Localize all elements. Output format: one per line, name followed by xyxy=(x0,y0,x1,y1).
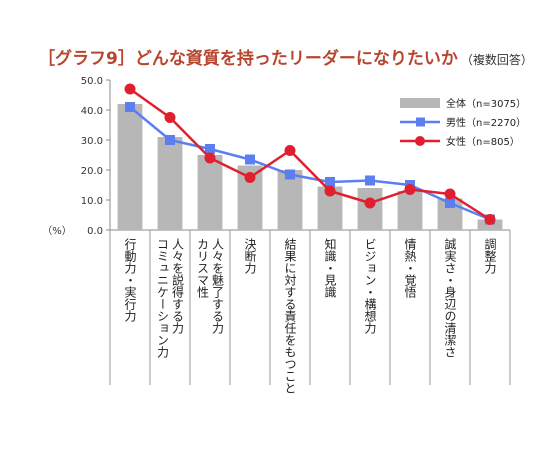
legend-label: 女性（n=805） xyxy=(446,135,520,148)
point-female xyxy=(204,152,216,164)
point-female xyxy=(124,83,136,95)
point-female xyxy=(284,145,296,156)
y-axis-label: （%） xyxy=(42,225,72,237)
bar-all xyxy=(277,170,303,230)
category-label: 情熱・覚悟 xyxy=(403,238,417,298)
series-line-female xyxy=(129,87,491,221)
point-male xyxy=(325,177,335,187)
category-label: 決断力 xyxy=(243,238,257,275)
point-female xyxy=(364,197,376,209)
category-label: 知識・見識 xyxy=(323,238,337,299)
category-label: 人々を魅了する力 xyxy=(211,238,225,335)
y-tick-label: 40.0 xyxy=(81,106,103,117)
point-male xyxy=(245,154,255,165)
y-tick-label: 10.0 xyxy=(81,196,103,207)
point-female xyxy=(244,172,256,183)
chart-title: ［グラフ9］どんな資質を持ったリーダーになりたいか xyxy=(38,49,458,69)
point-male xyxy=(205,144,215,154)
category-label: 結果に対する責任をもつこと xyxy=(283,238,297,394)
y-tick-label: 0.0 xyxy=(87,226,103,237)
point-male xyxy=(445,198,455,208)
legend-marker-male xyxy=(416,117,425,127)
category-label: 人々を説得する力 xyxy=(171,238,185,335)
point-female xyxy=(484,214,496,225)
category-label: ビジョン・構想力 xyxy=(363,238,377,335)
category-label: コミュニケーション力 xyxy=(156,238,170,359)
point-male xyxy=(285,169,295,180)
bar-all xyxy=(197,155,223,230)
point-male xyxy=(165,135,175,145)
chart-subtitle: （複数回答） xyxy=(460,53,533,67)
point-female xyxy=(444,188,456,200)
legend-swatch-all xyxy=(400,98,440,108)
chart-title-block: ［グラフ9］どんな資質を持ったリーダーになりたいか （複数回答） xyxy=(38,44,533,69)
series-line-male xyxy=(129,106,491,221)
bar-all xyxy=(397,191,423,230)
bar-all xyxy=(357,188,383,230)
legend-marker-female xyxy=(415,136,425,146)
point-male xyxy=(365,175,375,186)
point-male xyxy=(125,102,135,112)
bar-all xyxy=(157,137,183,230)
y-tick-label: 50.0 xyxy=(81,76,103,87)
category-label: 行動力・実行力 xyxy=(123,238,137,323)
y-tick-label: 30.0 xyxy=(81,136,103,147)
legend-label: 全体（n=3075） xyxy=(446,97,526,110)
category-label: カリスマ性 xyxy=(196,238,210,299)
category-label: 誠実さ・身辺の清潔さ xyxy=(443,238,457,358)
bar-all xyxy=(117,104,143,230)
category-label: 調整力 xyxy=(483,238,497,275)
point-female xyxy=(324,185,336,197)
y-tick-label: 20.0 xyxy=(81,166,103,177)
legend-label: 男性（n=2270） xyxy=(446,116,526,129)
point-female xyxy=(164,112,176,123)
point-female xyxy=(404,184,416,195)
